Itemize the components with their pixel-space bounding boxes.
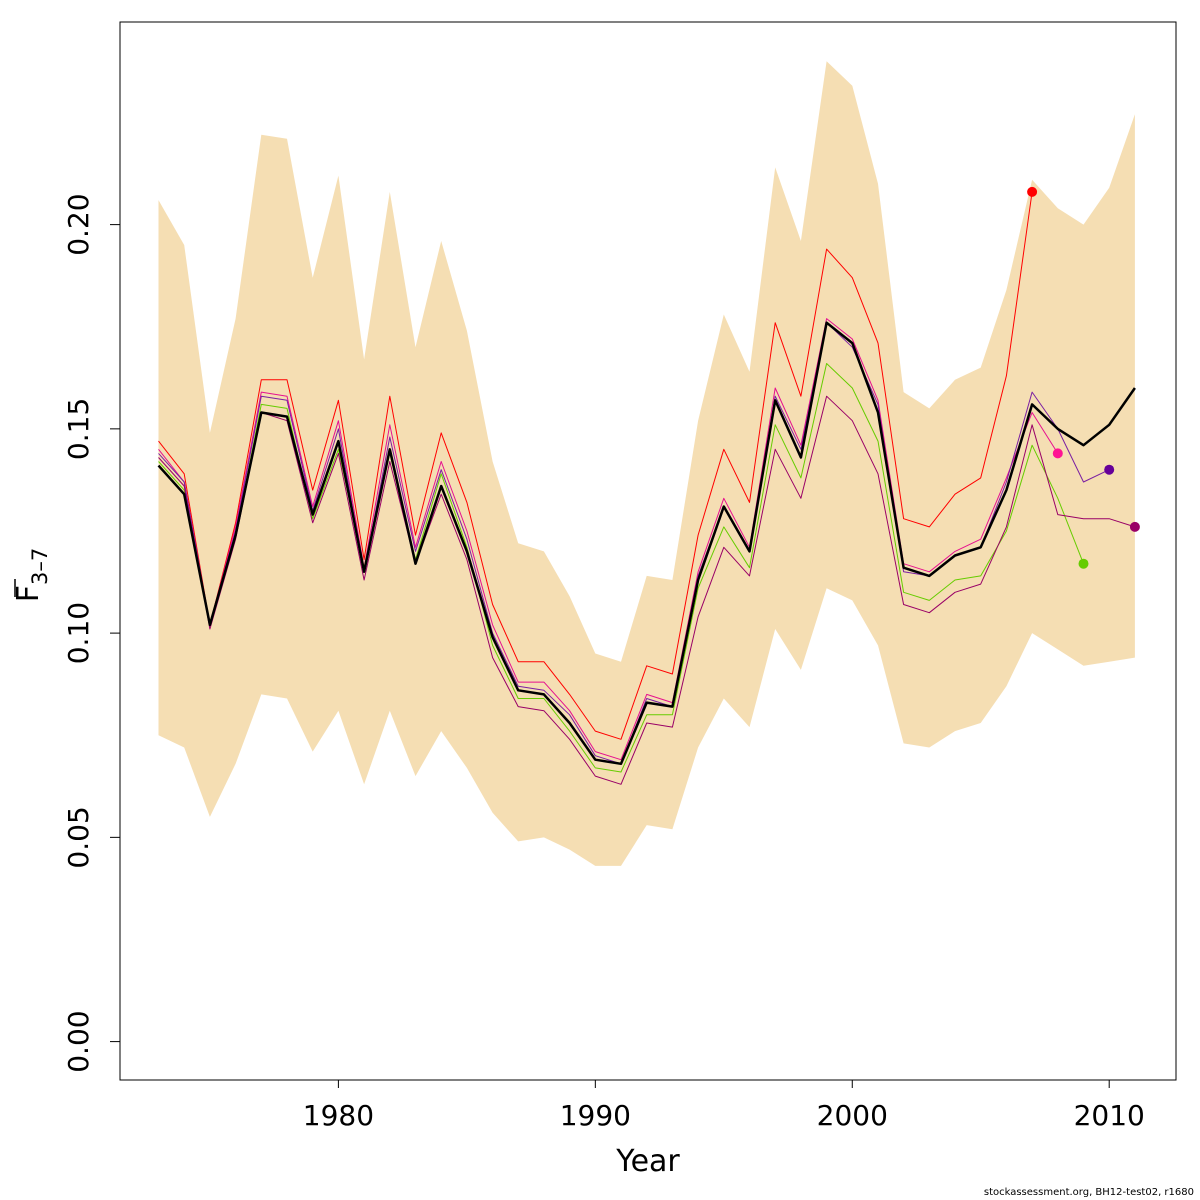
plot-frame: [119, 21, 1177, 1081]
footnote: stockassessment.org, BH12-test02, r1680: [983, 1187, 1194, 1198]
x-tick-label-1990: 1990: [560, 1099, 631, 1132]
y-axis-label-sub: 3–7: [28, 548, 52, 585]
x-tick-label-1980: 1980: [303, 1099, 374, 1132]
series-end-points: [1027, 186, 1140, 569]
svg-text:F3–7: F3–7: [11, 548, 52, 603]
y-tick-label-4: 0.20: [62, 193, 95, 255]
y-axis-label: F3–7: [11, 548, 52, 603]
end-point-2011: [1129, 521, 1140, 532]
series-line-4: [158, 363, 1084, 773]
end-point-2008: [1052, 448, 1063, 459]
band-area: [158, 61, 1135, 866]
end-point-2007: [1027, 186, 1038, 197]
x-axis-label: Year: [615, 1144, 680, 1179]
y-tick-label-3: 0.15: [62, 398, 95, 460]
series-line-1: [158, 191, 1033, 740]
series-line-5: [158, 395, 1136, 785]
y-axis: 0.00 0.05 0.10 0.15 0.20: [62, 193, 120, 1073]
series-lines: [157, 191, 1136, 785]
x-axis: 1980 1990 2000 2010: [303, 1080, 1145, 1132]
series-line-2: [158, 318, 1059, 761]
series-line-6: [157, 321, 1136, 766]
x-tick-label-2010: 2010: [1074, 1099, 1145, 1132]
y-tick-label-1: 0.05: [62, 806, 95, 868]
end-point-2009: [1078, 558, 1089, 569]
end-point-2010: [1104, 464, 1115, 475]
x-tick-label-2000: 2000: [817, 1099, 888, 1132]
y-tick-label-2: 0.10: [62, 602, 95, 664]
y-axis-label-main: F: [11, 585, 46, 602]
y-tick-label-0: 0.00: [62, 1010, 95, 1072]
confidence-band: [158, 61, 1135, 866]
